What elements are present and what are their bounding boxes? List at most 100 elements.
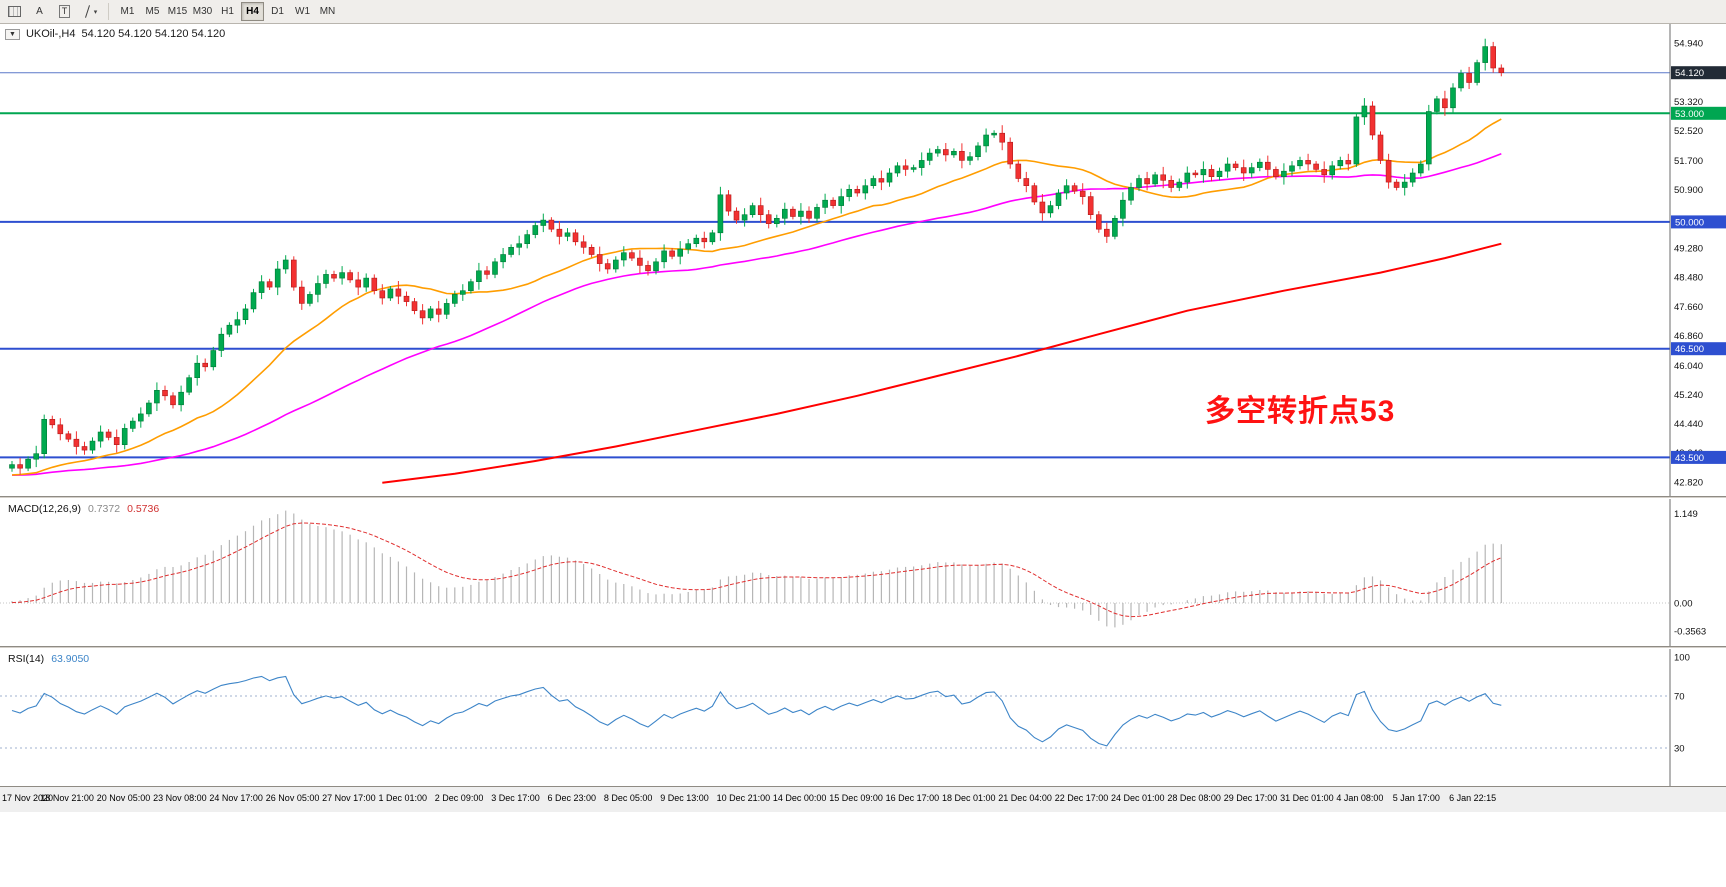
- toolbar: A T ▾ M1 M5 M15 M30 H1 H4 D1 W1 MN: [0, 0, 1726, 24]
- svg-text:30: 30: [1674, 744, 1685, 755]
- time-axis-label: 2 Dec 09:00: [434, 793, 484, 803]
- vertical-line-icon: [82, 5, 92, 18]
- text-tool-button[interactable]: T: [53, 2, 76, 21]
- ma-mid-line: [11, 153, 1502, 476]
- timeframe-button-m1[interactable]: M1: [120, 6, 135, 17]
- svg-text:0.00: 0.00: [1674, 599, 1693, 610]
- chart-window-icon[interactable]: [3, 2, 26, 21]
- rsi-panel[interactable]: 100 70 30: [0, 649, 1726, 786]
- text-tool-glyph: T: [58, 5, 71, 18]
- time-axis-label: 6 Jan 22:15: [1449, 793, 1497, 803]
- time-axis-label: 6 Dec 23:00: [547, 793, 597, 803]
- svg-text:45.240: 45.240: [1674, 390, 1703, 401]
- svg-text:100: 100: [1674, 653, 1690, 664]
- time-axis-label: 3 Dec 17:00: [491, 793, 540, 803]
- svg-text:42.820: 42.820: [1674, 478, 1703, 489]
- timeframe-button-m30[interactable]: M30: [192, 6, 213, 17]
- time-axis-label: 14 Dec 00:00: [772, 793, 827, 803]
- time-axis-label: 20 Nov 05:00: [96, 793, 151, 803]
- time-axis-label: 18 Nov 21:00: [40, 793, 94, 803]
- time-axis-label: 9 Dec 13:00: [660, 793, 709, 803]
- time-axis-label: 8 Dec 05:00: [603, 793, 653, 803]
- timeframe-button-m15[interactable]: M15: [167, 6, 188, 17]
- svg-text:51.700: 51.700: [1674, 156, 1703, 167]
- svg-text:-0.3563: -0.3563: [1674, 626, 1706, 637]
- svg-text:49.280: 49.280: [1674, 244, 1703, 255]
- time-axis-label: 5 Jan 17:00: [1392, 793, 1440, 803]
- time-axis-label: 22 Dec 17:00: [1054, 793, 1109, 803]
- svg-text:52.520: 52.520: [1674, 126, 1703, 137]
- svg-text:1.149: 1.149: [1674, 509, 1698, 520]
- svg-text:54.940: 54.940: [1674, 39, 1703, 50]
- svg-text:46.860: 46.860: [1674, 331, 1703, 342]
- ohlc-values: 54.120 54.120 54.120 54.120: [81, 28, 226, 40]
- horizontal-lines[interactable]: [0, 72, 1670, 459]
- time-axis-label: 23 Nov 08:00: [153, 793, 207, 803]
- time-axis-label: 21 Dec 04:00: [998, 793, 1052, 803]
- chart-dropdown-button[interactable]: ▼: [5, 28, 20, 40]
- time-axis-label: 31 Dec 01:00: [1280, 793, 1334, 803]
- time-axis-label: 17 Nov 2020: [2, 793, 54, 803]
- time-axis-label: 24 Nov 17:00: [209, 793, 263, 803]
- timeframe-button-w1[interactable]: W1: [295, 6, 310, 17]
- ma-fast-line: [11, 118, 1502, 476]
- rsi-axis[interactable]: 100 70 30: [1669, 649, 1690, 786]
- svg-text:53.000: 53.000: [1675, 109, 1704, 120]
- svg-text:47.660: 47.660: [1674, 302, 1703, 313]
- svg-text:46.040: 46.040: [1674, 361, 1703, 372]
- price-badge: [1671, 66, 1726, 80]
- text-label-tool-button[interactable]: A: [28, 2, 51, 21]
- symbol-title: UKOil-,H4: [25, 28, 76, 40]
- macd-axis[interactable]: 1.149 0.00 -0.3563: [1669, 499, 1706, 646]
- candles: [9, 38, 1505, 475]
- window-background: [0, 812, 1726, 887]
- svg-text:50.000: 50.000: [1675, 217, 1704, 228]
- price-badge: [1671, 215, 1726, 229]
- timeframe-group: M1 M5 M15 M30 H1 H4 D1 W1 MN: [116, 2, 339, 21]
- timeframe-button-h1[interactable]: H1: [221, 6, 234, 17]
- timeframe-button-m5[interactable]: M5: [145, 6, 160, 17]
- rsi-line: [11, 675, 1502, 747]
- timeframe-button-h4[interactable]: H4: [241, 2, 264, 21]
- macd-signal-line: [11, 522, 1502, 618]
- svg-text:46.500: 46.500: [1675, 344, 1704, 355]
- timeframe-button-d1[interactable]: D1: [271, 6, 284, 17]
- time-axis-label: 29 Dec 17:00: [1223, 793, 1278, 803]
- svg-text:48.480: 48.480: [1674, 273, 1703, 284]
- chart-annotation: 多空转折点53: [1205, 395, 1396, 428]
- time-axis-label: 24 Dec 01:00: [1111, 793, 1165, 803]
- time-axis-label: 10 Dec 21:00: [716, 793, 771, 803]
- time-axis-label: 16 Dec 17:00: [885, 793, 940, 803]
- time-axis-label: 27 Nov 17:00: [322, 793, 376, 803]
- panel-divider[interactable]: [0, 496, 1726, 499]
- svg-text:50.900: 50.900: [1674, 185, 1703, 196]
- price-badge: [1671, 106, 1726, 120]
- svg-text:53.320: 53.320: [1674, 97, 1703, 108]
- time-axis-label: 18 Dec 01:00: [942, 793, 996, 803]
- svg-text:43.500: 43.500: [1675, 453, 1704, 464]
- svg-text:54.120: 54.120: [1675, 68, 1704, 79]
- dropdown-caret-icon: ▾: [93, 8, 98, 16]
- time-axis[interactable]: 17 Nov 2020 18 Nov 21:00 20 Nov 05:00 23 No…: [0, 786, 1726, 812]
- time-axis-label: 15 Dec 09:00: [829, 793, 883, 803]
- slow-ma-line: [382, 242, 1502, 484]
- macd-panel[interactable]: 1.149 0.00 -0.3563: [0, 499, 1726, 646]
- draw-tools-button[interactable]: ▾: [78, 2, 101, 21]
- time-axis-label: 26 Nov 05:00: [265, 793, 320, 803]
- grid-icon: [8, 6, 21, 17]
- svg-text:44.440: 44.440: [1674, 419, 1703, 430]
- price-chart-panel[interactable]: 54.940 53.320 52.520 51.700 50.900 49.280 48.4…: [0, 24, 1726, 496]
- text-label-glyph: A: [36, 6, 43, 17]
- time-axis-label: 4 Jan 08:00: [1336, 793, 1384, 803]
- time-axis-label: 28 Dec 08:00: [1167, 793, 1221, 803]
- timeframe-button-mn[interactable]: MN: [319, 6, 336, 17]
- svg-text:70: 70: [1674, 692, 1685, 703]
- time-axis-label: 1 Dec 01:00: [378, 793, 428, 803]
- price-badge: [1671, 450, 1726, 464]
- panel-divider[interactable]: [0, 646, 1726, 649]
- price-axis[interactable]: 54.940 53.320 52.520 51.700 50.900 49.280 48.4…: [1669, 24, 1726, 496]
- symbol-row: ▼ UKOil-,H4 54.120 54.120 54.120 54.120: [5, 28, 225, 40]
- price-badge: [1671, 342, 1726, 356]
- toolbar-separator: [108, 3, 109, 20]
